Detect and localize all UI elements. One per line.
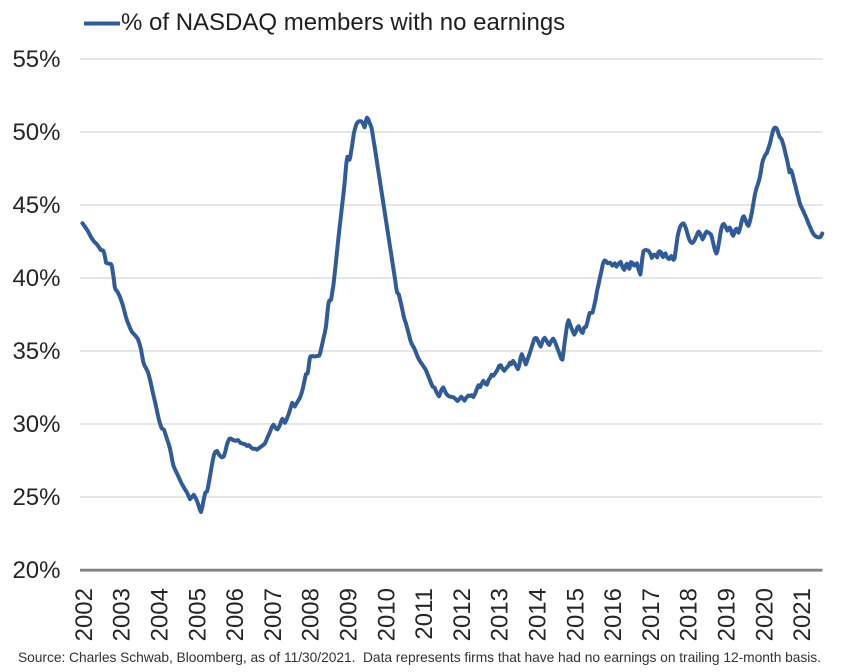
svg-text:45%: 45% — [12, 192, 60, 219]
svg-text:2004: 2004 — [147, 588, 174, 641]
svg-text:2015: 2015 — [562, 588, 589, 641]
svg-text:2002: 2002 — [71, 588, 98, 641]
svg-text:25%: 25% — [12, 484, 60, 511]
svg-text:2007: 2007 — [260, 588, 287, 641]
svg-text:2016: 2016 — [600, 588, 627, 641]
svg-text:% of NASDAQ members with no ea: % of NASDAQ members with no earnings — [121, 9, 565, 36]
svg-text:2013: 2013 — [487, 588, 514, 641]
svg-text:2003: 2003 — [109, 588, 136, 641]
svg-text:2019: 2019 — [714, 588, 741, 641]
svg-text:55%: 55% — [12, 46, 60, 73]
svg-text:2018: 2018 — [676, 588, 703, 641]
svg-text:50%: 50% — [12, 119, 60, 146]
svg-text:2010: 2010 — [373, 588, 400, 641]
svg-text:2021: 2021 — [789, 588, 816, 641]
svg-text:2017: 2017 — [638, 588, 665, 641]
svg-text:2011: 2011 — [411, 588, 438, 640]
svg-text:2014: 2014 — [525, 588, 552, 641]
svg-text:35%: 35% — [12, 338, 60, 365]
svg-text:Source: Charles Schwab, Bloomb: Source: Charles Schwab, Bloomberg, as of… — [18, 650, 821, 665]
svg-text:20%: 20% — [12, 557, 60, 584]
svg-text:2020: 2020 — [751, 588, 778, 641]
svg-text:2012: 2012 — [449, 588, 476, 641]
svg-text:2006: 2006 — [222, 588, 249, 641]
svg-text:30%: 30% — [12, 411, 60, 438]
svg-text:2005: 2005 — [184, 588, 211, 641]
svg-text:40%: 40% — [12, 265, 60, 292]
svg-text:2008: 2008 — [298, 588, 325, 641]
svg-text:2009: 2009 — [336, 588, 363, 641]
